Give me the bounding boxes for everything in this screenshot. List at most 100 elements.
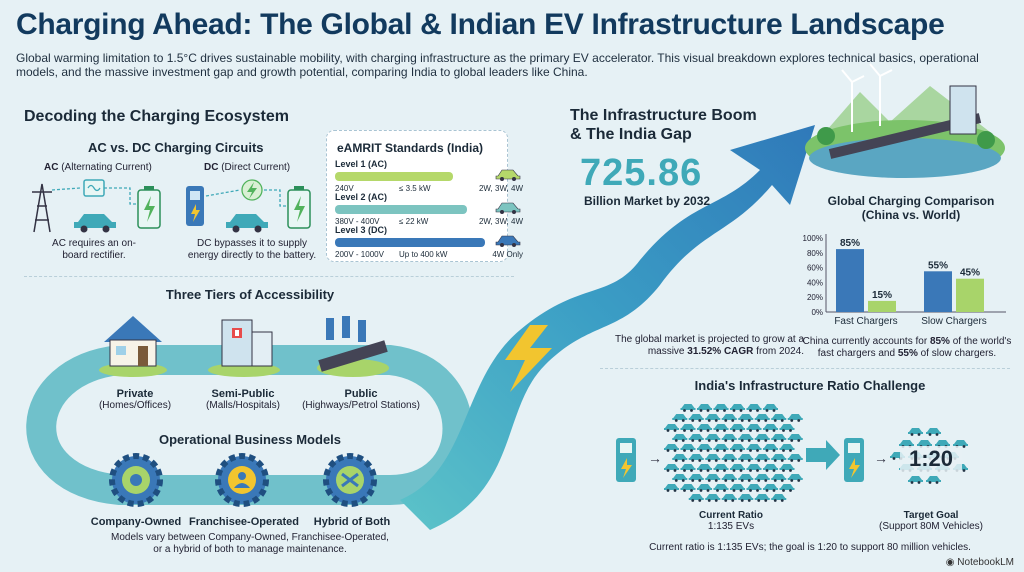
car-icon — [713, 404, 729, 412]
car-icon — [926, 476, 941, 484]
car-icon — [779, 484, 795, 492]
brand-logo: ◉ NotebookLM — [945, 557, 1014, 568]
models-caption: Models vary between Company-Owned, Franc… — [111, 532, 389, 555]
target-goal-label: Target Goal (Support 80M Vehicles) — [879, 510, 983, 532]
car-icon — [721, 494, 737, 502]
level-vehicles: 2W, 3W, 4W — [478, 217, 523, 226]
dc-circuit-illustration — [186, 179, 311, 233]
level-voltage: 200V - 1000V — [335, 250, 384, 259]
level-bar — [335, 238, 485, 247]
car-icon — [672, 454, 688, 462]
car-icon — [74, 214, 116, 233]
ev-cars-cluster — [664, 404, 803, 502]
car-icon — [688, 474, 704, 482]
current-charger-icon — [616, 438, 636, 482]
dc-caption: DC bypasses it to supply energy directly… — [187, 238, 317, 261]
car-icon — [680, 424, 696, 432]
dc-label: DC (Direct Current) — [204, 162, 291, 173]
bar-1-1 — [956, 278, 984, 312]
ac-label: AC (Alternating Current) — [44, 162, 152, 173]
car-icon — [705, 434, 721, 442]
car-icon — [688, 414, 704, 422]
car-icon — [705, 494, 721, 502]
car-icon — [779, 424, 795, 432]
arrow-right-icon: → — [648, 450, 662, 466]
eamrit-level-3: Level 3 (DC) 200V - 1000V Up to 400 kW 4W O… — [335, 225, 523, 259]
car-icon — [664, 484, 679, 492]
ecosystem-heading: Decoding the Charging Ecosystem — [24, 108, 289, 125]
car-icon — [721, 414, 737, 422]
gear-icon-hybrid — [323, 453, 377, 507]
car-icon — [738, 434, 754, 442]
car-icon — [680, 484, 696, 492]
level-bar — [335, 172, 453, 181]
car-icon — [672, 414, 688, 422]
car-icon — [763, 444, 778, 452]
car-icon — [672, 474, 688, 482]
dc-lightning-icon — [241, 179, 263, 201]
car-icon — [746, 444, 762, 452]
eamrit-level-2: Level 2 (AC) 380V - 400V ≤ 22 kW 2W, 3W, 4W — [335, 192, 523, 226]
power-tower-icon — [32, 183, 52, 233]
car-icon — [697, 444, 712, 452]
comparison-heading: Global Charging Comparison (China vs. Wo… — [827, 194, 995, 222]
car-icon — [730, 484, 745, 492]
car-icon — [763, 484, 778, 492]
level-name: Level 1 (AC) — [335, 159, 388, 169]
data-label: 45% — [960, 268, 980, 279]
car-icon — [763, 404, 778, 412]
car-icon — [926, 428, 941, 436]
car-icon — [771, 494, 787, 502]
level-voltage: 240V — [335, 184, 354, 193]
level-bar — [335, 205, 467, 214]
car-icon — [771, 414, 787, 422]
car-icon — [738, 474, 754, 482]
car-icon — [779, 464, 795, 472]
eamrit-heading: eAMRIT Standards (India) — [337, 141, 484, 155]
car-icon — [664, 424, 679, 432]
gear-icon-company-owned — [109, 453, 163, 507]
car-icon — [746, 484, 762, 492]
car-icon — [779, 444, 795, 452]
car-icon — [705, 474, 721, 482]
car-icon — [721, 434, 737, 442]
car-icon — [746, 424, 762, 432]
car-icon — [713, 464, 729, 472]
car-icon — [672, 434, 688, 442]
car-icon — [771, 434, 787, 442]
y-tick-label: 20% — [807, 293, 823, 302]
big-arrow-right-icon — [806, 440, 840, 470]
eco-city-illustration — [805, 63, 1005, 178]
car-icon — [697, 424, 712, 432]
y-tick-label: 0% — [811, 308, 823, 317]
level-voltage: 380V - 400V — [335, 217, 380, 226]
dc-car-icon — [226, 214, 268, 233]
tiers-heading: Three Tiers of Accessibility — [165, 287, 335, 302]
y-tick-label: 40% — [807, 278, 823, 287]
car-icon — [763, 464, 778, 472]
level-vehicles: 2W, 3W, 4W — [478, 184, 523, 193]
ac-circuit-illustration — [32, 179, 161, 233]
car-icon — [680, 404, 696, 412]
charging-station-icon — [186, 186, 204, 226]
dc-battery-icon — [287, 186, 311, 229]
eamrit-level-1: Level 1 (AC) 240V ≤ 3.5 kW 2W, 3W, 4W — [335, 159, 523, 193]
car-icon — [738, 454, 754, 462]
bar-0-0 — [836, 249, 864, 312]
car-icon — [705, 414, 721, 422]
category-label: Slow Chargers — [921, 316, 987, 327]
car-icon — [705, 454, 721, 462]
ratio-divider — [600, 368, 1010, 369]
level-power: ≤ 3.5 kW — [399, 184, 431, 193]
comparison-caption: China currently accounts for 85% of the … — [802, 336, 1012, 359]
charger-comparison-chart: 0% 20% 40% 60% 80% 100% 85% 15% Fast Chargers 55%… — [803, 234, 1006, 327]
circuits-heading: AC vs. DC Charging Circuits — [88, 140, 264, 155]
car-icon — [787, 474, 803, 482]
level-power: Up to 400 kW — [399, 250, 448, 259]
y-tick-label: 80% — [807, 249, 823, 258]
battery-icon — [137, 186, 161, 229]
model-company-owned: Company-Owned — [90, 516, 182, 528]
car-icon — [721, 474, 737, 482]
gear-icon-franchisee — [215, 453, 269, 507]
wind-turbine-icon — [841, 63, 893, 132]
